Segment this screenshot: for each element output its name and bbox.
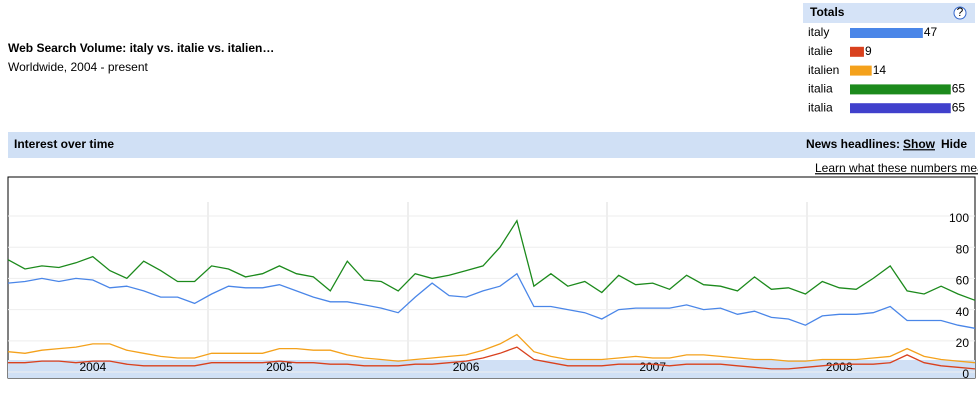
total-bar bbox=[850, 65, 872, 76]
series-line bbox=[8, 346, 976, 370]
total-name: italien bbox=[808, 63, 839, 77]
y-tick-label: 100 bbox=[949, 211, 969, 225]
learn-link[interactable]: Learn what these numbers mean bbox=[815, 161, 978, 175]
total-bar bbox=[850, 103, 951, 114]
total-bar bbox=[850, 28, 923, 38]
page-subtitle: Worldwide, 2004 - present bbox=[8, 60, 149, 74]
series-line bbox=[7, 219, 976, 301]
total-value: 65 bbox=[952, 100, 966, 114]
news-label: News headlines: bbox=[806, 137, 900, 151]
total-value: 65 bbox=[952, 82, 966, 96]
news-show[interactable]: Show bbox=[903, 137, 936, 151]
total-name: italia bbox=[808, 82, 833, 96]
news-hide[interactable]: Hide bbox=[941, 137, 967, 151]
series-line bbox=[7, 272, 976, 329]
total-value: 47 bbox=[924, 25, 938, 39]
chart-content: italy 47 italie 9 italien 14 italia 65 italia 65 0… bbox=[7, 25, 976, 381]
x-tick-label: 2004 bbox=[79, 360, 106, 374]
help-icon[interactable] bbox=[953, 6, 967, 20]
section-title: Interest over time bbox=[14, 137, 114, 151]
total-name: italia bbox=[808, 100, 833, 114]
x-tick-label: 2008 bbox=[826, 360, 853, 374]
series-line bbox=[7, 333, 976, 364]
page-title: Web Search Volume: italy vs. italie vs. … bbox=[8, 41, 274, 55]
y-tick-label: 60 bbox=[956, 274, 970, 288]
y-tick-label: 0 bbox=[962, 367, 969, 381]
chart-frame bbox=[7, 176, 976, 379]
y-tick-label: 40 bbox=[956, 305, 970, 319]
total-value: 9 bbox=[865, 44, 872, 58]
x-tick-label: 2007 bbox=[639, 360, 666, 374]
total-name: italie bbox=[808, 44, 833, 58]
y-tick-label: 20 bbox=[956, 336, 970, 350]
year-dividers bbox=[207, 202, 808, 360]
y-tick-label: 80 bbox=[956, 242, 970, 256]
section-bar bbox=[8, 132, 975, 158]
x-axis-strip bbox=[8, 360, 975, 378]
help-text[interactable]: ? bbox=[957, 5, 964, 19]
x-tick-label: 2005 bbox=[266, 360, 293, 374]
totals-header bbox=[803, 3, 975, 23]
total-bar bbox=[850, 46, 864, 57]
totals-title: Totals bbox=[810, 5, 845, 19]
total-name: italy bbox=[808, 25, 829, 39]
total-value: 14 bbox=[873, 63, 887, 77]
total-bar bbox=[850, 84, 951, 95]
x-tick-label: 2006 bbox=[453, 360, 480, 374]
